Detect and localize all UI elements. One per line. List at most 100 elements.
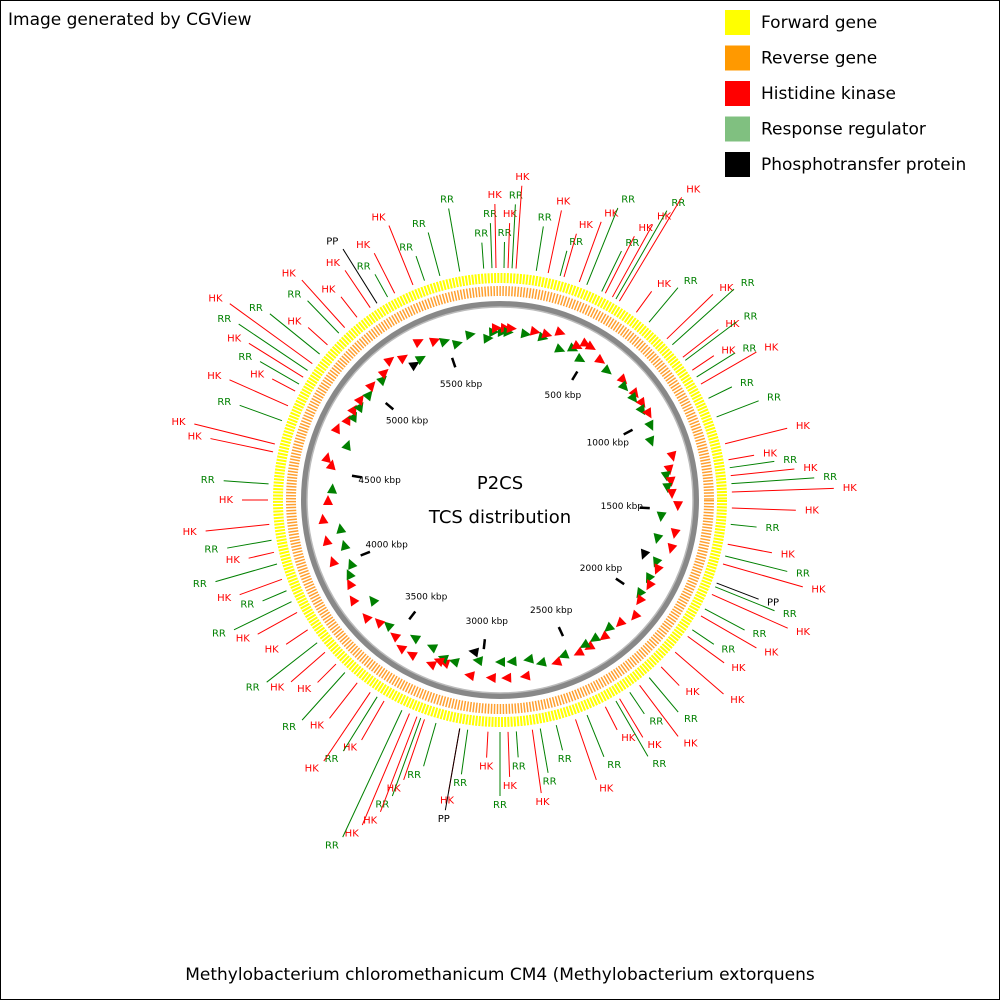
feature-line (507, 223, 511, 269)
feature-glyph (489, 327, 500, 338)
feature-line (666, 293, 714, 340)
feature-label: HK (188, 432, 203, 443)
legend-swatch (725, 10, 750, 35)
feature-glyph (347, 578, 357, 591)
feature-label: RR (483, 209, 497, 220)
feature-line (731, 487, 834, 493)
feature-label: HK (803, 463, 818, 474)
feature-label: RR (684, 276, 698, 287)
feature-label: RR (753, 629, 767, 640)
feature-line (444, 728, 461, 811)
feature-line (615, 210, 668, 300)
feature-label: HK (270, 683, 285, 694)
feature-glyph (362, 613, 373, 624)
feature-glyph (483, 333, 494, 344)
feature-label: RR (246, 683, 260, 694)
feature-glyph (667, 542, 678, 554)
feature-glyph (321, 452, 331, 464)
feature-line (575, 719, 597, 781)
feature-line (379, 716, 418, 813)
feature-line (269, 313, 320, 355)
feature-label: HK (345, 828, 360, 839)
feature-glyph (640, 548, 651, 560)
tick-label: 4000 kbp (365, 541, 408, 551)
feature-glyph (362, 390, 373, 402)
tick (450, 357, 457, 368)
feature-line (239, 578, 283, 596)
tick-label: 2500 kbp (530, 606, 573, 616)
feature-glyph (554, 343, 566, 353)
legend-swatch (725, 45, 750, 71)
feature-label: HK (796, 421, 811, 432)
feature-line (684, 321, 737, 361)
tick (384, 401, 395, 411)
feature-label: HK (287, 316, 302, 327)
feature-line (601, 250, 622, 292)
feature-label: HK (657, 279, 672, 290)
feature-glyph (374, 618, 386, 629)
feature-glyph (425, 661, 438, 671)
feature-label: HK (371, 212, 386, 223)
feature-glyph (491, 323, 503, 334)
feature-label: RR (652, 759, 666, 770)
feature-label: HK (604, 208, 619, 219)
feature-line (539, 728, 549, 773)
feature-line (340, 296, 358, 318)
feature-label: HK (781, 550, 796, 561)
feature-label: HK (227, 334, 242, 345)
backbone-edge (306, 306, 694, 694)
feature-label: RR (375, 799, 389, 810)
feature-line (515, 731, 519, 758)
feature-label: RR (282, 722, 296, 733)
feature-label: PP (326, 236, 338, 247)
feature-label: RR (543, 777, 557, 788)
feature-line (239, 404, 283, 422)
feature-glyph (327, 483, 338, 494)
feature-glyph (336, 523, 347, 534)
feature-line (229, 303, 313, 365)
feature-glyph (323, 495, 333, 505)
feature-glyph (666, 488, 677, 500)
feature-glyph (535, 656, 547, 667)
feature-label: RR (621, 195, 635, 206)
feature-glyph (329, 556, 340, 568)
feature-line (494, 204, 497, 269)
feature-glyph (500, 322, 511, 333)
feature-label: HK (282, 268, 297, 279)
feature-line (301, 279, 346, 328)
feature-label: RR (399, 243, 413, 254)
feature-line (486, 731, 489, 758)
feature-line (344, 270, 371, 308)
feature-line (342, 696, 378, 752)
feature-line (729, 460, 775, 469)
feature-line (648, 677, 679, 713)
feature-line (604, 706, 618, 731)
feature-label: RR (684, 714, 698, 725)
feature-label: HK (236, 634, 251, 645)
feature-line (728, 454, 755, 461)
feature-glyph (406, 651, 418, 662)
feature-line (210, 438, 274, 453)
feature-glyph (438, 338, 451, 348)
feature-label: RR (742, 343, 756, 354)
backbone (301, 301, 699, 699)
feature-label: RR (453, 778, 467, 789)
feature-glyph (653, 533, 664, 544)
feature-glyph (519, 670, 531, 681)
feature-label: HK (764, 647, 779, 658)
feature-line (342, 248, 378, 304)
feature-label: HK (686, 185, 701, 196)
feature-glyph (465, 330, 476, 341)
feature-line (361, 713, 410, 826)
feature-label: HK (183, 527, 198, 538)
feature-glyph (433, 657, 445, 668)
feature-label: HK (356, 240, 371, 251)
feature-glyph (573, 646, 585, 656)
feature-line (674, 651, 724, 695)
feature-glyph (353, 394, 364, 406)
feature-label: HK (638, 223, 653, 234)
feature-label: RR (407, 770, 421, 781)
feature-line (317, 663, 337, 683)
feature-glyph (426, 644, 439, 654)
feature-glyph (523, 653, 534, 664)
